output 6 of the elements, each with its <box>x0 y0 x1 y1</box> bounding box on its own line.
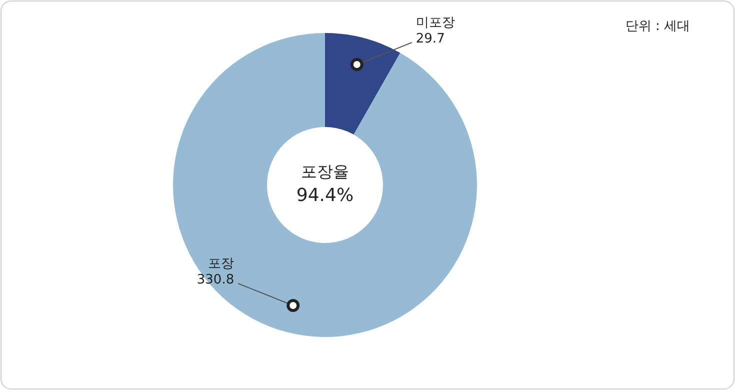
data-label: 29.7 <box>416 32 445 47</box>
text: 94.4% <box>296 185 354 206</box>
text: 단위 : 세대 <box>625 19 690 34</box>
text: 포장율 <box>301 162 349 181</box>
slice-label: 포장 <box>208 256 234 272</box>
slice-label: 미포장 <box>416 16 455 31</box>
